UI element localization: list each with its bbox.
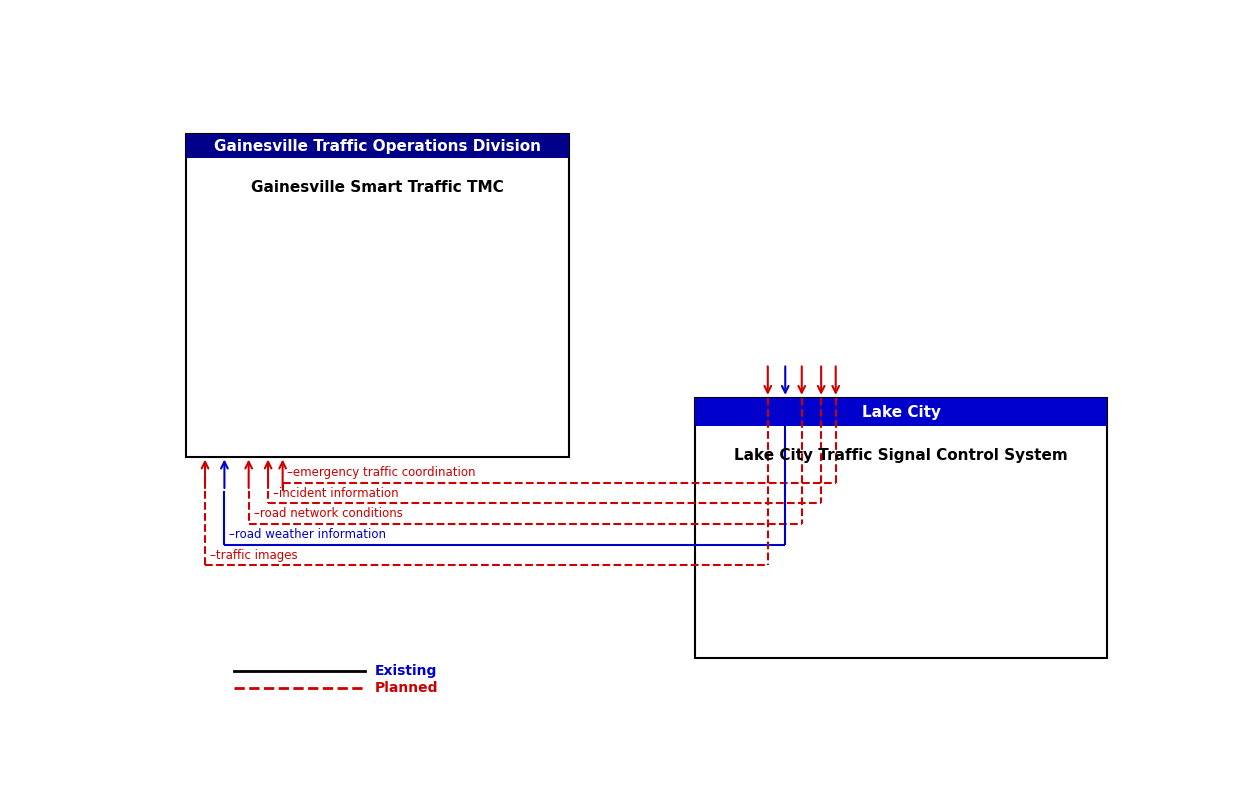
Text: –road network conditions: –road network conditions: [253, 507, 402, 520]
Text: Gainesville Smart Traffic TMC: Gainesville Smart Traffic TMC: [250, 180, 503, 195]
Text: Existing: Existing: [374, 664, 437, 678]
Bar: [185, 134, 568, 457]
Text: –road weather information: –road weather information: [229, 528, 387, 541]
Text: Planned: Planned: [374, 680, 438, 695]
Text: Lake City: Lake City: [861, 405, 940, 420]
Bar: [695, 397, 1107, 426]
Bar: [185, 134, 568, 158]
Text: Lake City Traffic Signal Control System: Lake City Traffic Signal Control System: [735, 448, 1068, 463]
Text: –traffic images: –traffic images: [210, 549, 298, 562]
Bar: [695, 397, 1107, 659]
Text: –emergency traffic coordination: –emergency traffic coordination: [288, 466, 476, 479]
Text: –incident information: –incident information: [273, 487, 398, 500]
Text: Gainesville Traffic Operations Division: Gainesville Traffic Operations Division: [214, 139, 541, 154]
